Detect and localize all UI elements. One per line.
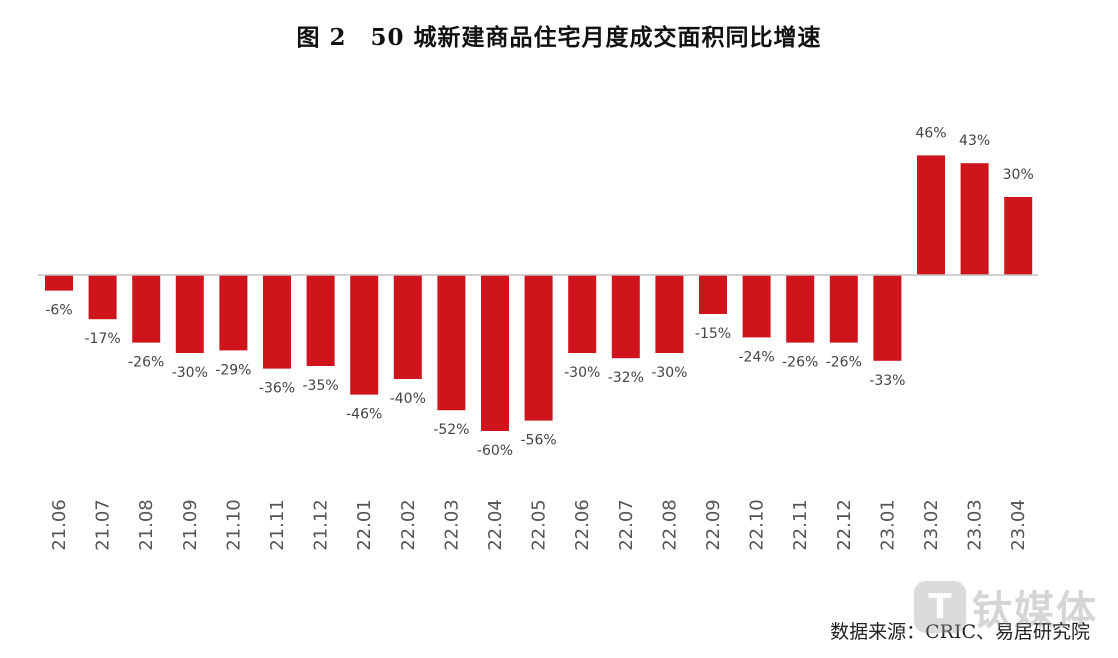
data-label-22.01: -46% [346, 407, 382, 423]
data-label-21.10: -29% [215, 362, 251, 378]
bar-23.02 [917, 155, 945, 275]
bar-22.07 [611, 275, 640, 359]
x-tick-label-22.07: 22.07 [616, 499, 637, 551]
data-label-22.05: -56% [521, 433, 557, 449]
data-label-23.01: -33% [869, 373, 905, 389]
chart-title: 图 2 50 城新建商品住宅月度成交面积同比增速 [296, 24, 822, 51]
data-label-21.09: -30% [172, 365, 208, 381]
data-label-22.10: -24% [739, 349, 775, 365]
bar-23.04 [1004, 197, 1033, 275]
bar-22.03 [437, 275, 466, 411]
bar-21.06 [45, 275, 73, 291]
data-label-21.08: -26% [128, 355, 164, 371]
data-label-22.11: -26% [782, 355, 818, 371]
bars-group [45, 155, 1033, 431]
x-tick-label-21.07: 21.07 [93, 499, 114, 551]
bar-21.12 [306, 275, 335, 366]
data-labels-group: -6%-17%-26%-30% -29%-36% -35%-46%-40%-52%-… [45, 125, 1033, 459]
x-tick-label-21.10: 21.10 [223, 499, 244, 551]
x-tick-label-22.10: 22.10 [747, 499, 768, 551]
data-label-22.12: -26% [826, 355, 862, 371]
data-label-22.07: -32% [608, 370, 644, 386]
data-label-23.02: 46% [915, 125, 946, 141]
bar-22.06 [568, 275, 597, 353]
x-tick-labels-group: 21.06 21.07 21.08 21.09 21.10 21.11 21.12 22.01… [49, 499, 1029, 551]
bar-21.07 [88, 275, 117, 320]
data-label-22.09: -15% [695, 326, 731, 342]
x-tick-label-22.05: 22.05 [529, 499, 550, 551]
data-label-22.04: -60% [477, 443, 513, 459]
data-label-22.03: -52% [433, 422, 469, 438]
data-label-23.04: 30% [1003, 167, 1034, 183]
bar-22.02 [393, 275, 422, 379]
data-label-22.06: -30% [564, 365, 600, 381]
x-tick-label-21.09: 21.09 [180, 499, 201, 551]
data-label-22.08: -30% [651, 365, 687, 381]
bar-21.09 [175, 275, 204, 353]
x-tick-label-22.09: 22.09 [703, 499, 724, 551]
bar-22.09 [699, 275, 727, 314]
bar-22.10 [742, 275, 771, 338]
bar-21.11 [263, 275, 291, 369]
x-tick-label-21.12: 21.12 [311, 499, 332, 551]
watermark-logo-icon: T [914, 581, 966, 633]
watermark-text: 钛媒体 [972, 588, 1098, 634]
bar-22.11 [786, 275, 815, 343]
data-label-23.03: 43% [959, 133, 990, 149]
x-tick-label-23.02: 23.02 [921, 499, 942, 551]
bar-22.04 [481, 275, 509, 431]
x-tick-label-22.06: 22.06 [572, 499, 593, 551]
bar-22.01 [350, 275, 379, 395]
bar-21.08 [132, 275, 161, 343]
bar-23.03 [960, 163, 989, 275]
x-tick-label-22.01: 22.01 [354, 499, 375, 551]
bar-21.10 [219, 275, 248, 351]
watermark: T 钛媒体 [914, 578, 1098, 636]
x-tick-label-22.12: 22.12 [834, 499, 855, 551]
data-label-21.06: -6% [45, 303, 72, 319]
bar-22.12 [829, 275, 858, 343]
bar-22.05 [524, 275, 553, 421]
data-label-21.07: -17% [85, 331, 121, 347]
x-tick-label-22.04: 22.04 [485, 499, 506, 551]
x-tick-label-23.03: 23.03 [965, 499, 986, 551]
x-tick-label-22.11: 22.11 [790, 499, 811, 551]
data-label-21.11: -36% [259, 381, 295, 397]
data-label-22.02: -40% [390, 391, 426, 407]
source-note: 数据来源：CRIC、易居研究院 [830, 621, 1090, 643]
x-tick-label-23.04: 23.04 [1008, 499, 1029, 551]
x-tick-label-22.03: 22.03 [441, 499, 462, 551]
data-label-21.12: -35% [303, 378, 339, 394]
bar-23.01 [873, 275, 902, 361]
x-tick-label-22.02: 22.02 [398, 499, 419, 551]
x-tick-label-22.08: 22.08 [659, 499, 680, 551]
bar-22.08 [655, 275, 684, 353]
x-tick-label-21.06: 21.06 [49, 499, 70, 551]
x-tick-label-21.08: 21.08 [136, 499, 157, 551]
x-tick-label-21.11: 21.11 [267, 499, 288, 551]
x-tick-label-23.01: 23.01 [877, 499, 898, 551]
